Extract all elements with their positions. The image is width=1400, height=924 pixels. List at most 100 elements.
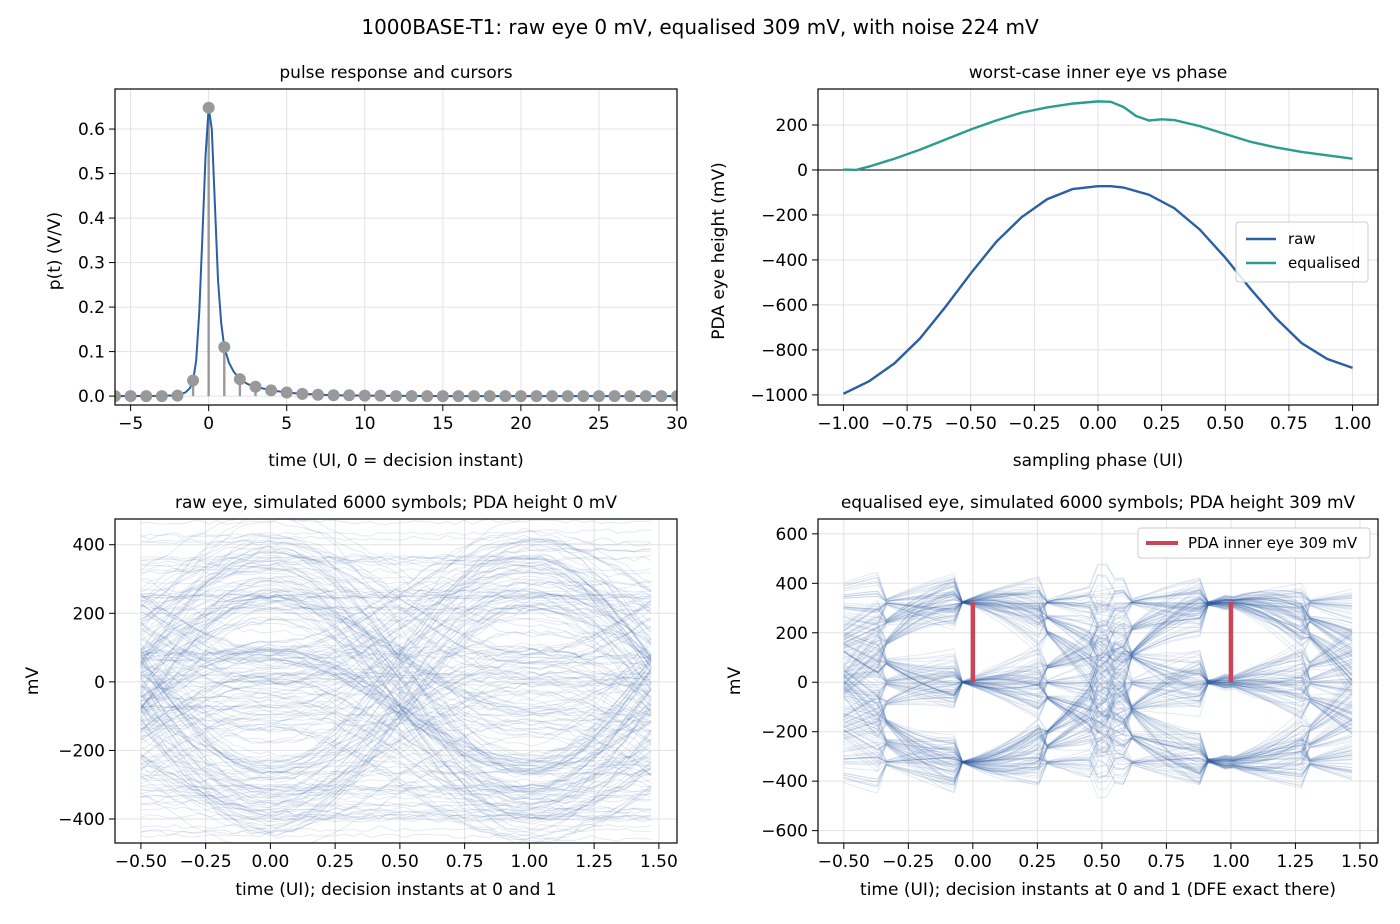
- phase-sweep-panel: worst-case inner eye vs phase sampling p…: [709, 63, 1379, 471]
- raw_eye-trace: [140, 566, 652, 793]
- cursor-marker-6: [202, 101, 215, 114]
- eq_eye-trace: [843, 577, 1353, 760]
- raw_eye-trace: [140, 605, 652, 658]
- raw_eye-frame: [114, 518, 678, 844]
- eq_eye-trace: [843, 601, 1353, 687]
- eq-eye-legend-label: PDA inner eye 309 mV: [1188, 534, 1358, 552]
- phase-xtick-label-5: 0.25: [1143, 414, 1181, 434]
- eq_eye-trace: [843, 635, 1353, 762]
- eq_eye-trace: [843, 596, 1353, 763]
- raw_eye-trace: [140, 688, 652, 803]
- eq_eye-trace: [843, 601, 1353, 694]
- eq_eye-axes-frame: −0.50 −0.25 0.00 0.25 0.50 0.75 1.00 1.25 1.50 −6…: [761, 518, 1379, 872]
- eq_eye-trace: [843, 671, 1353, 762]
- pulse-xtick-label-4: 15: [432, 414, 454, 434]
- raw_eye-trace: [140, 743, 652, 797]
- raw_eye-trace: [140, 546, 652, 774]
- eq_eye-trace: [843, 681, 1353, 774]
- raw_eye-trace: [140, 592, 652, 707]
- pulse-xtick-label-1: 0: [203, 414, 214, 434]
- eq_eye-trace: [843, 580, 1353, 760]
- raw_eye-trace: [140, 783, 652, 791]
- pulse-xtick-label-2: 5: [281, 414, 292, 434]
- eq_eye-trace: [843, 671, 1353, 762]
- cursor-marker-5: [187, 374, 200, 387]
- raw_eye-plot-area: [140, 519, 652, 843]
- raw_eye-trace: [140, 598, 652, 714]
- eq_eye-trace: [843, 588, 1353, 675]
- eq_eye-trace: [843, 580, 1353, 760]
- raw_eye-trace: [140, 770, 652, 778]
- raw_eye-trace: [140, 604, 652, 774]
- eq_eye-trace: [843, 650, 1353, 774]
- eq_eye-trace: [843, 593, 1353, 683]
- eq_eye-trace: [843, 681, 1353, 721]
- raw_eye-trace: [140, 643, 652, 702]
- eq_eye-trace: [843, 683, 1353, 783]
- raw_eye-trace: [140, 549, 652, 775]
- eq_eye-trace: [843, 651, 1353, 775]
- raw_eye-trace: [140, 534, 652, 707]
- eq_eye-trace: [843, 601, 1353, 787]
- raw_eye-trace: [140, 631, 652, 744]
- eq_eye-trace: [843, 588, 1353, 763]
- raw_eye-trace: [140, 710, 652, 824]
- raw_eye-trace: [140, 548, 652, 777]
- raw_eye-trace: [140, 587, 652, 758]
- raw_eye-trace: [140, 534, 652, 650]
- eq_eye-trace: [843, 598, 1353, 763]
- raw_eye-trace: [140, 607, 652, 836]
- eq_eye-trace: [843, 651, 1353, 772]
- eq_eye-trace: [843, 604, 1353, 783]
- eq_eye-trace: [843, 602, 1353, 771]
- raw_eye-trace: [140, 671, 652, 842]
- raw_eye-trace: [140, 649, 652, 706]
- phase-ytick-label-2: −600: [761, 296, 808, 316]
- eq_eye-trace: [843, 571, 1353, 682]
- raw_eye-trace: [140, 600, 652, 764]
- eq_eye-trace: [843, 626, 1353, 762]
- raw_eye-trace: [140, 595, 652, 760]
- raw_eye-trace: [140, 548, 652, 772]
- raw_eye-trace: [140, 554, 652, 725]
- raw_eye-trace: [140, 608, 652, 774]
- eq_eye-trace: [843, 601, 1353, 689]
- raw_eye-trace: [140, 552, 652, 717]
- raw_eye-trace: [140, 654, 652, 770]
- eq_eye-trace: [843, 591, 1353, 677]
- raw_eye-trace: [140, 530, 652, 633]
- eq_eye-trace: [843, 599, 1353, 682]
- eq_eye-trace: [843, 599, 1353, 763]
- eq_eye-trace: [843, 633, 1353, 693]
- eq_eye-trace: [843, 597, 1353, 763]
- cursor-marker-12: [296, 387, 309, 400]
- eq_eye-trace: [843, 604, 1353, 787]
- pulse-ytick-label-3: 0.3: [78, 254, 105, 274]
- cursor-marker-7: [218, 341, 231, 354]
- raw_eye-trace: [140, 716, 652, 834]
- raw_eye-trace: [140, 691, 652, 808]
- raw_eye-trace: [140, 699, 652, 816]
- raw_eye-trace: [140, 689, 652, 805]
- raw_eye-trace: [140, 564, 652, 734]
- raw_eye-trace: [140, 538, 652, 658]
- raw_eye-trace: [140, 566, 652, 792]
- raw_eye-trace: [140, 695, 652, 810]
- eq_eye-trace: [843, 601, 1353, 763]
- eq_eye-trace: [843, 635, 1353, 762]
- cursor-marker-10: [265, 384, 278, 397]
- phase-series-equalised: [843, 100, 1353, 172]
- raw_eye-trace: [140, 690, 652, 807]
- raw_eye-trace: [140, 639, 652, 755]
- raw_eye-trace: [140, 560, 652, 722]
- phase-xtick-label-6: 0.50: [1206, 414, 1244, 434]
- raw_eye-trace: [140, 578, 652, 744]
- eq_eye-trace: [843, 632, 1353, 763]
- raw_eye-trace: [140, 564, 652, 678]
- raw_eye-trace: [140, 602, 652, 829]
- cursor-marker-27: [530, 390, 543, 403]
- raw_eye-trace: [140, 598, 652, 823]
- raw_eye-trace: [140, 605, 652, 667]
- raw_eye-trace: [140, 605, 652, 722]
- raw_eye-trace: [140, 551, 652, 666]
